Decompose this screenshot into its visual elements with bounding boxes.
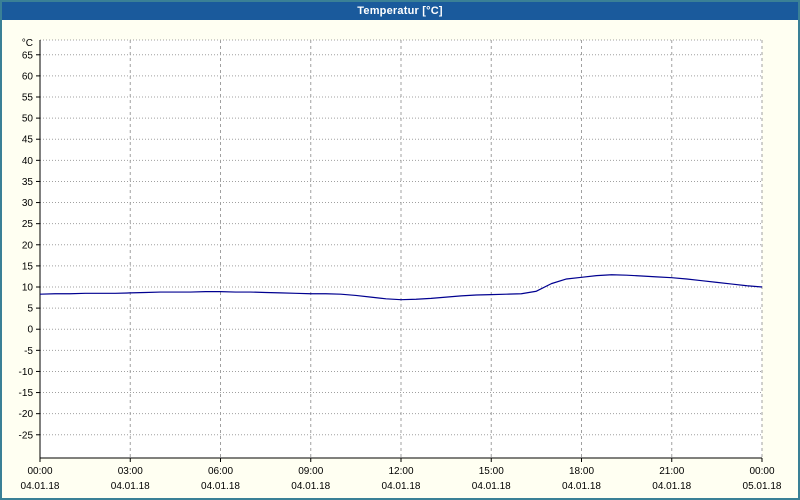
svg-text:-10: -10 (19, 367, 34, 378)
svg-text:60: 60 (22, 71, 34, 82)
svg-text:00:00: 00:00 (749, 466, 774, 477)
svg-text:-20: -20 (19, 409, 34, 420)
svg-text:-25: -25 (19, 430, 34, 441)
svg-text:55: 55 (22, 93, 34, 104)
svg-text:04.01.18: 04.01.18 (382, 481, 421, 492)
svg-text:35: 35 (22, 177, 34, 188)
svg-text:10: 10 (22, 283, 34, 294)
svg-text:-5: -5 (24, 346, 33, 357)
svg-text:45: 45 (22, 135, 34, 146)
svg-text:04.01.18: 04.01.18 (652, 481, 691, 492)
svg-text:40: 40 (22, 156, 34, 167)
svg-text:65: 65 (22, 50, 34, 61)
temperature-chart-svg: 65605550454035302520151050-5-10-15-20-25… (19, 38, 782, 492)
svg-text:21:00: 21:00 (659, 466, 684, 477)
svg-text:15: 15 (22, 261, 34, 272)
svg-text:04.01.18: 04.01.18 (472, 481, 511, 492)
svg-text:30: 30 (22, 198, 34, 209)
window-title-bar: Temperatur [°C] (2, 2, 798, 20)
svg-text:04.01.18: 04.01.18 (111, 481, 150, 492)
svg-text:05.01.18: 05.01.18 (743, 481, 782, 492)
svg-text:18:00: 18:00 (569, 466, 594, 477)
svg-text:04.01.18: 04.01.18 (291, 481, 330, 492)
svg-text:04.01.18: 04.01.18 (562, 481, 601, 492)
svg-text:50: 50 (22, 114, 34, 125)
svg-text:25: 25 (22, 219, 34, 230)
svg-text:5: 5 (27, 304, 33, 315)
svg-text:-15: -15 (19, 388, 34, 399)
temperature-chart: 65 60 55 50 45 40 35 30 25 20 15 10 5 0 -5 -10 -15 -20 -25… (2, 20, 798, 498)
svg-text:°C: °C (22, 38, 33, 49)
svg-text:04.01.18: 04.01.18 (201, 481, 240, 492)
svg-text:03:00: 03:00 (118, 466, 143, 477)
svg-text:04.01.18: 04.01.18 (21, 481, 60, 492)
svg-text:0: 0 (27, 325, 33, 336)
svg-text:00:00: 00:00 (27, 466, 52, 477)
window-title: Temperatur [°C] (357, 5, 443, 17)
svg-text:20: 20 (22, 240, 34, 251)
svg-text:09:00: 09:00 (298, 466, 323, 477)
svg-text:06:00: 06:00 (208, 466, 233, 477)
svg-text:15:00: 15:00 (479, 466, 504, 477)
svg-text:12:00: 12:00 (388, 466, 413, 477)
